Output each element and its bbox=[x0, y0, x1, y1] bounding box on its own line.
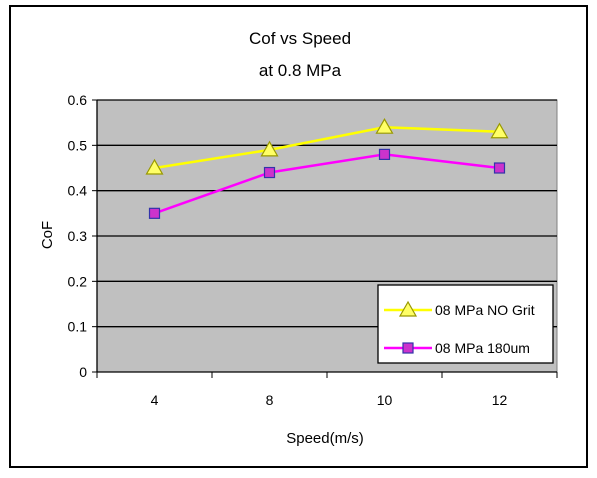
legend-item: 08 MPa 180um bbox=[384, 340, 530, 356]
legend-label: 08 MPa 180um bbox=[435, 340, 530, 356]
y-axis-label: CoF bbox=[39, 221, 56, 249]
marker-square bbox=[378, 148, 391, 160]
chart-subtitle: at 0.8 MPa bbox=[259, 61, 342, 80]
grid-lines bbox=[97, 99, 557, 328]
x-tick-label: 10 bbox=[377, 392, 393, 408]
y-tick-label: 0.5 bbox=[68, 137, 88, 153]
x-axis-label: Speed(m/s) bbox=[286, 430, 364, 447]
series-2 bbox=[148, 148, 506, 219]
series-layer bbox=[145, 117, 509, 219]
y-tick-label: 0.4 bbox=[68, 183, 88, 199]
series-1 bbox=[145, 117, 509, 175]
legend-item: 08 MPa NO Grit bbox=[384, 300, 535, 318]
marker-square bbox=[493, 162, 506, 174]
y-tick-label: 0.6 bbox=[68, 92, 88, 108]
axes: 0 0.1 0.2 0.3 0.4 0.5 0.6 4 8 10 12 bbox=[68, 92, 558, 408]
y-tick-label: 0 bbox=[79, 364, 87, 380]
legend-label: 08 MPa NO Grit bbox=[435, 302, 535, 318]
marker-triangle bbox=[398, 300, 418, 317]
marker-triangle bbox=[490, 122, 509, 139]
marker-triangle bbox=[145, 158, 164, 175]
x-tick-label: 8 bbox=[266, 392, 274, 408]
marker-triangle bbox=[375, 117, 394, 134]
y-tick-label: 0.1 bbox=[68, 319, 88, 335]
x-tick-label: 4 bbox=[151, 392, 159, 408]
legend: 08 MPa NO Grit 08 MPa 180um bbox=[377, 284, 554, 364]
chart-title: Cof vs Speed bbox=[249, 29, 351, 48]
marker-square bbox=[263, 166, 276, 179]
x-tick-label: 12 bbox=[492, 392, 508, 408]
y-tick-label: 0.3 bbox=[68, 228, 88, 244]
marker-triangle bbox=[260, 140, 279, 157]
marker-square bbox=[148, 207, 161, 219]
y-tick-label: 0.2 bbox=[68, 273, 88, 289]
series-line bbox=[154, 125, 500, 170]
series-line bbox=[154, 153, 500, 215]
marker-square bbox=[402, 342, 414, 354]
